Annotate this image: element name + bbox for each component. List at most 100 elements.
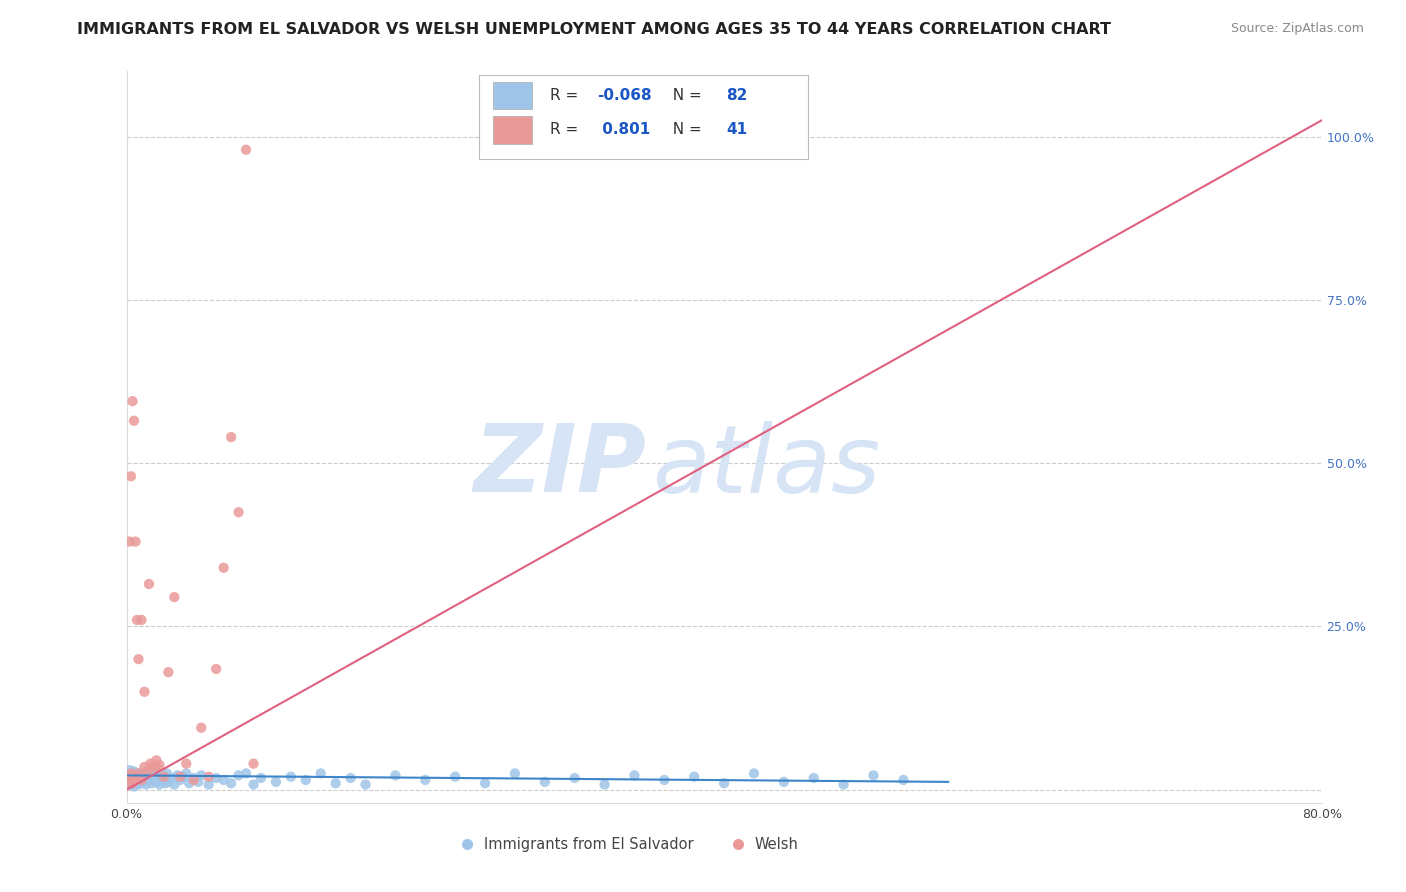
Point [183,772,205,787]
Point [169,770,191,784]
Point [125,776,148,790]
Point [153,770,176,784]
Point [205,662,228,676]
Point [124,770,146,784]
Point [118,534,141,549]
Point [212,560,235,574]
Point [139,756,162,771]
Point [197,770,219,784]
Point [174,756,197,771]
Point [713,776,735,790]
Point [160,771,183,785]
Point [117,772,139,787]
Point [134,771,156,785]
Text: N =: N = [664,88,707,103]
Point [122,764,145,779]
Point [145,753,167,767]
Point [163,590,186,604]
Point [174,766,197,780]
Point [145,760,167,774]
Point [127,778,149,792]
Point [228,505,250,519]
Text: Source: ZipAtlas.com: Source: ZipAtlas.com [1230,22,1364,36]
Point [121,776,143,790]
Point [132,775,155,789]
Point [153,770,176,784]
Point [683,770,706,784]
Text: IMMIGRANTS FROM EL SALVADOR VS WELSH UNEMPLOYMENT AMONG AGES 35 TO 44 YEARS CORR: IMMIGRANTS FROM EL SALVADOR VS WELSH UNE… [77,22,1111,37]
Point [148,758,170,772]
Point [235,143,257,157]
Point [250,771,273,785]
Point [127,766,149,780]
Point [120,768,142,782]
Point [142,760,165,774]
Point [893,772,915,787]
Text: N =: N = [664,122,707,137]
Text: R =: R = [550,88,582,103]
Point [354,778,377,792]
Point [219,430,242,444]
Point [131,766,153,780]
Point [122,414,145,428]
Point [172,770,194,784]
Point [115,770,138,784]
Point [129,775,152,789]
Text: 0.801: 0.801 [598,122,651,137]
Point [129,768,152,782]
Point [593,778,616,792]
Point [219,776,242,790]
Point [197,778,219,792]
Text: -0.068: -0.068 [598,88,652,103]
Point [623,768,645,782]
Point [127,652,149,666]
Point [122,772,145,787]
Point [115,776,138,790]
Point [131,772,153,787]
Point [117,766,139,780]
Point [155,776,177,790]
Point [148,778,170,792]
FancyBboxPatch shape [494,81,531,110]
Point [120,778,142,792]
Point [125,613,148,627]
Point [773,775,796,789]
Point [166,768,188,782]
Point [294,772,316,787]
Point [205,771,228,785]
Point [124,771,146,785]
Text: R =: R = [550,122,582,137]
Point [742,766,765,780]
FancyBboxPatch shape [494,116,531,144]
Point [264,775,287,789]
Point [179,776,201,790]
Point [145,775,167,789]
Point [339,771,361,785]
Point [444,770,467,784]
Point [157,665,180,680]
Legend: Immigrants from El Salvador, Welsh: Immigrants from El Salvador, Welsh [453,831,804,858]
Point [118,770,141,784]
Point [125,770,148,784]
Point [121,775,143,789]
Point [803,771,825,785]
Point [190,768,212,782]
Point [652,772,675,787]
Point [149,771,172,785]
Point [169,772,191,787]
Point [141,776,163,790]
Point [142,766,165,780]
Point [190,721,212,735]
Point [325,776,347,790]
Point [120,766,142,780]
Point [503,766,526,780]
Point [134,685,156,699]
Point [121,771,143,785]
Point [187,775,209,789]
Point [564,771,586,785]
Point [127,771,149,785]
Point [136,764,159,779]
Point [120,469,142,483]
Point [280,770,302,784]
Point [415,772,437,787]
